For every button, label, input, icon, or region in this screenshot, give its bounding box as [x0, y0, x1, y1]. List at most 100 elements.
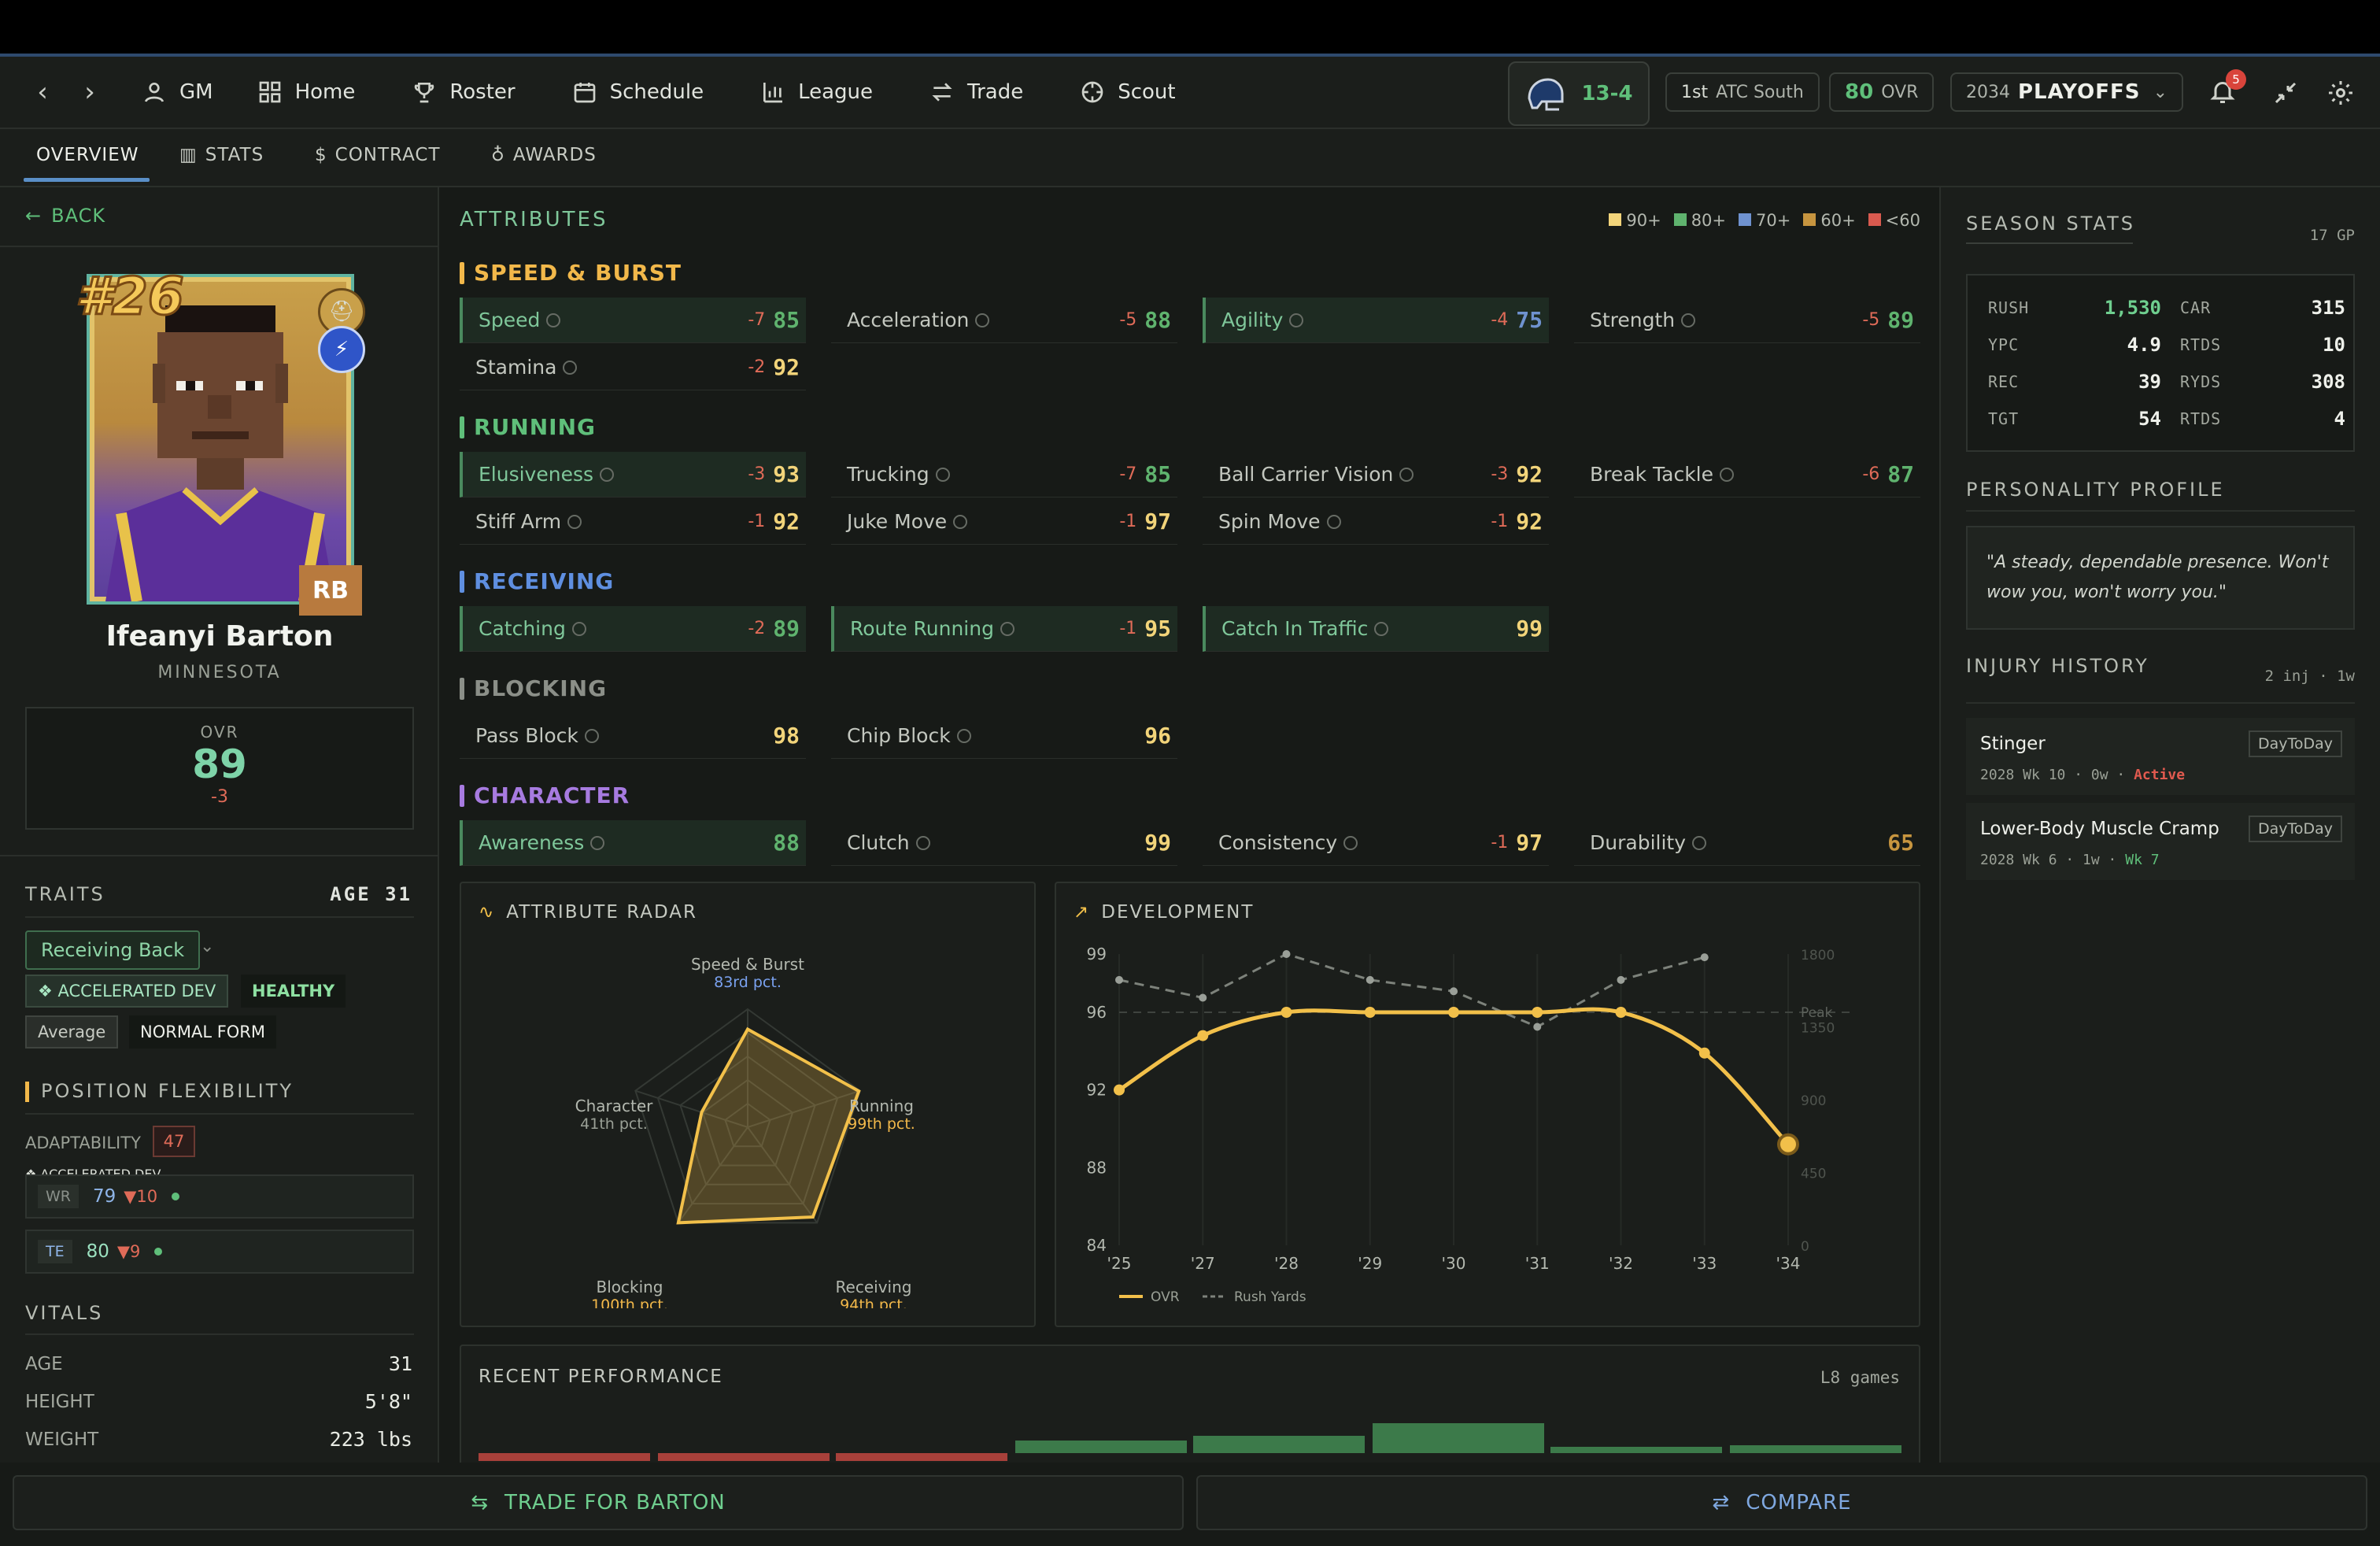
info-icon[interactable] [1681, 313, 1696, 327]
attribute-cell[interactable]: Consistency -1 97 [1203, 820, 1549, 866]
attribute-cell[interactable]: Ball Carrier Vision -3 92 [1203, 452, 1549, 497]
rush-yards-point [1450, 987, 1458, 996]
radar-grid-ring [679, 1055, 816, 1185]
attribute-cell[interactable]: Speed -7 85 [460, 298, 806, 343]
nav-schedule[interactable]: Schedule [572, 80, 704, 105]
radar-axis-percentile: 41th pct. [580, 1115, 648, 1133]
attribute-cell[interactable]: Clutch 99 [831, 820, 1177, 866]
attribute-cell[interactable]: Pass Block 98 [460, 713, 806, 759]
attribute-cell[interactable]: Trucking -7 85 [831, 452, 1177, 497]
tab-stats[interactable]: ▥ STATS [179, 145, 264, 165]
stat-row: YPC 4.9 RTDS 10 [1988, 327, 2345, 363]
collapse-icon[interactable] [2271, 79, 2300, 107]
info-icon[interactable] [600, 467, 615, 482]
rush-yards-point [1700, 953, 1709, 962]
attribute-name: Trucking [847, 463, 1119, 486]
attribute-cell[interactable]: Acceleration -5 88 [831, 298, 1177, 343]
tab-overview[interactable]: OVERVIEW [36, 145, 139, 165]
flex-drop: ▼10 [124, 1187, 158, 1206]
info-icon[interactable] [584, 728, 599, 743]
info-icon[interactable] [1399, 467, 1414, 482]
team-record[interactable]: 13-4 [1508, 61, 1650, 126]
info-icon[interactable] [567, 514, 582, 529]
info-icon[interactable] [546, 313, 561, 327]
info-icon[interactable] [1000, 621, 1014, 636]
x-tick-label: '30 [1442, 1254, 1466, 1273]
attribute-cell[interactable]: Elusiveness -3 93 [460, 452, 806, 497]
injury-item[interactable]: Lower-Body Muscle Cramp DayToDay 2028 Wk… [1966, 803, 2355, 880]
attribute-cell[interactable]: Durability 65 [1574, 820, 1920, 866]
attribute-cell[interactable]: Catching -2 89 [460, 606, 806, 652]
tab-awards[interactable]: ♁ AWARDS [491, 145, 597, 165]
notification-badge: 5 [2226, 69, 2246, 90]
info-icon[interactable] [975, 313, 990, 327]
vital-label: WEIGHT [25, 1429, 99, 1450]
back-link[interactable]: ← BACK [25, 205, 105, 227]
attribute-value: 97 [1144, 509, 1171, 534]
flex-rating: 79 [93, 1186, 116, 1207]
attribute-value: 98 [773, 723, 800, 749]
info-icon[interactable] [571, 621, 586, 636]
notifications-button[interactable]: 5 [2208, 69, 2246, 109]
attribute-cell[interactable]: Agility -4 75 [1203, 298, 1549, 343]
info-icon[interactable] [563, 360, 578, 375]
chevron-down-icon[interactable]: ⌄ [200, 937, 215, 956]
group-label: CHARACTER [474, 782, 630, 808]
rush-yards-point [1199, 993, 1207, 1002]
archetype-dropdown[interactable]: Receiving Back [25, 930, 201, 970]
position-tag: RB [299, 565, 362, 616]
info-icon[interactable] [1326, 514, 1341, 529]
forward-arrow-icon[interactable]: › [84, 76, 95, 108]
attribute-cell[interactable]: Juke Move -1 97 [831, 499, 1177, 545]
nav-scout[interactable]: Scout [1080, 80, 1176, 105]
flex-rating: 80 [86, 1241, 109, 1262]
radar-axis-label: Running [849, 1097, 914, 1115]
info-icon[interactable] [935, 467, 950, 482]
attribute-cell[interactable]: Stiff Arm -1 92 [460, 499, 806, 545]
info-icon[interactable] [1289, 313, 1304, 327]
flex-title: POSITION FLEXIBILITY [41, 1080, 294, 1102]
back-arrow-icon[interactable]: ‹ [37, 76, 48, 108]
attribute-label: Awareness [479, 831, 585, 854]
vital-label: AGE [25, 1354, 63, 1374]
trade-button[interactable]: ⇆ TRADE FOR BARTON [13, 1475, 1184, 1530]
info-icon[interactable] [956, 728, 971, 743]
gm-menu[interactable]: GM [142, 80, 213, 105]
info-icon[interactable] [1692, 835, 1706, 850]
window-top-bar [0, 0, 2380, 54]
nav-home[interactable]: Home [257, 80, 355, 105]
nav-roster[interactable]: Roster [412, 80, 516, 105]
gear-icon[interactable] [2326, 79, 2355, 107]
nav-trade[interactable]: Trade [929, 80, 1023, 105]
attribute-name: Break Tackle [1590, 463, 1862, 486]
attribute-cell[interactable]: Spin Move -1 92 [1203, 499, 1549, 545]
trend-up-icon: ↗ [1074, 902, 1091, 923]
info-icon[interactable] [1720, 467, 1735, 482]
info-icon[interactable] [1374, 621, 1389, 636]
attribute-cell[interactable]: Strength -5 89 [1574, 298, 1920, 343]
helmet-icon [1528, 78, 1564, 111]
attribute-cell[interactable]: Route Running -1 95 [831, 606, 1177, 652]
season-dropdown[interactable]: 2034 PLAYOFFS ⌄ [1950, 72, 2183, 112]
attribute-cell[interactable]: Chip Block 96 [831, 713, 1177, 759]
info-icon[interactable] [590, 835, 605, 850]
info-icon[interactable] [1343, 835, 1358, 850]
attribute-cell[interactable]: Break Tackle -6 87 [1574, 452, 1920, 497]
season-stats-box: RUSH 1,530 CAR 315 YPC 4.9 RTDS 10 REC 39 RYDS 308 T… [1966, 274, 2355, 452]
trophy-icon [415, 83, 434, 103]
attribute-cell[interactable]: Stamina -2 92 [460, 345, 806, 390]
attribute-name: Catching [479, 617, 748, 640]
attribute-label: Juke Move [847, 510, 948, 533]
flex-row-wr[interactable]: WR 79 ▼10 [25, 1174, 414, 1219]
compare-button[interactable]: ⇄ COMPARE [1196, 1475, 2367, 1530]
info-icon[interactable] [953, 514, 968, 529]
group-accent [460, 570, 464, 593]
attribute-cell[interactable]: Awareness 88 [460, 820, 806, 866]
injury-item[interactable]: Stinger DayToDay 2028 Wk 10 · 0w · Activ… [1966, 718, 2355, 795]
nav-league[interactable]: League [760, 80, 873, 105]
info-icon[interactable] [915, 835, 930, 850]
attribute-cell[interactable]: Catch In Traffic 99 [1203, 606, 1549, 652]
attribute-delta: -5 [1862, 310, 1880, 330]
tab-contract[interactable]: $ CONTRACT [315, 145, 441, 165]
flex-row-te[interactable]: TE 80 ▼9 [25, 1230, 414, 1274]
